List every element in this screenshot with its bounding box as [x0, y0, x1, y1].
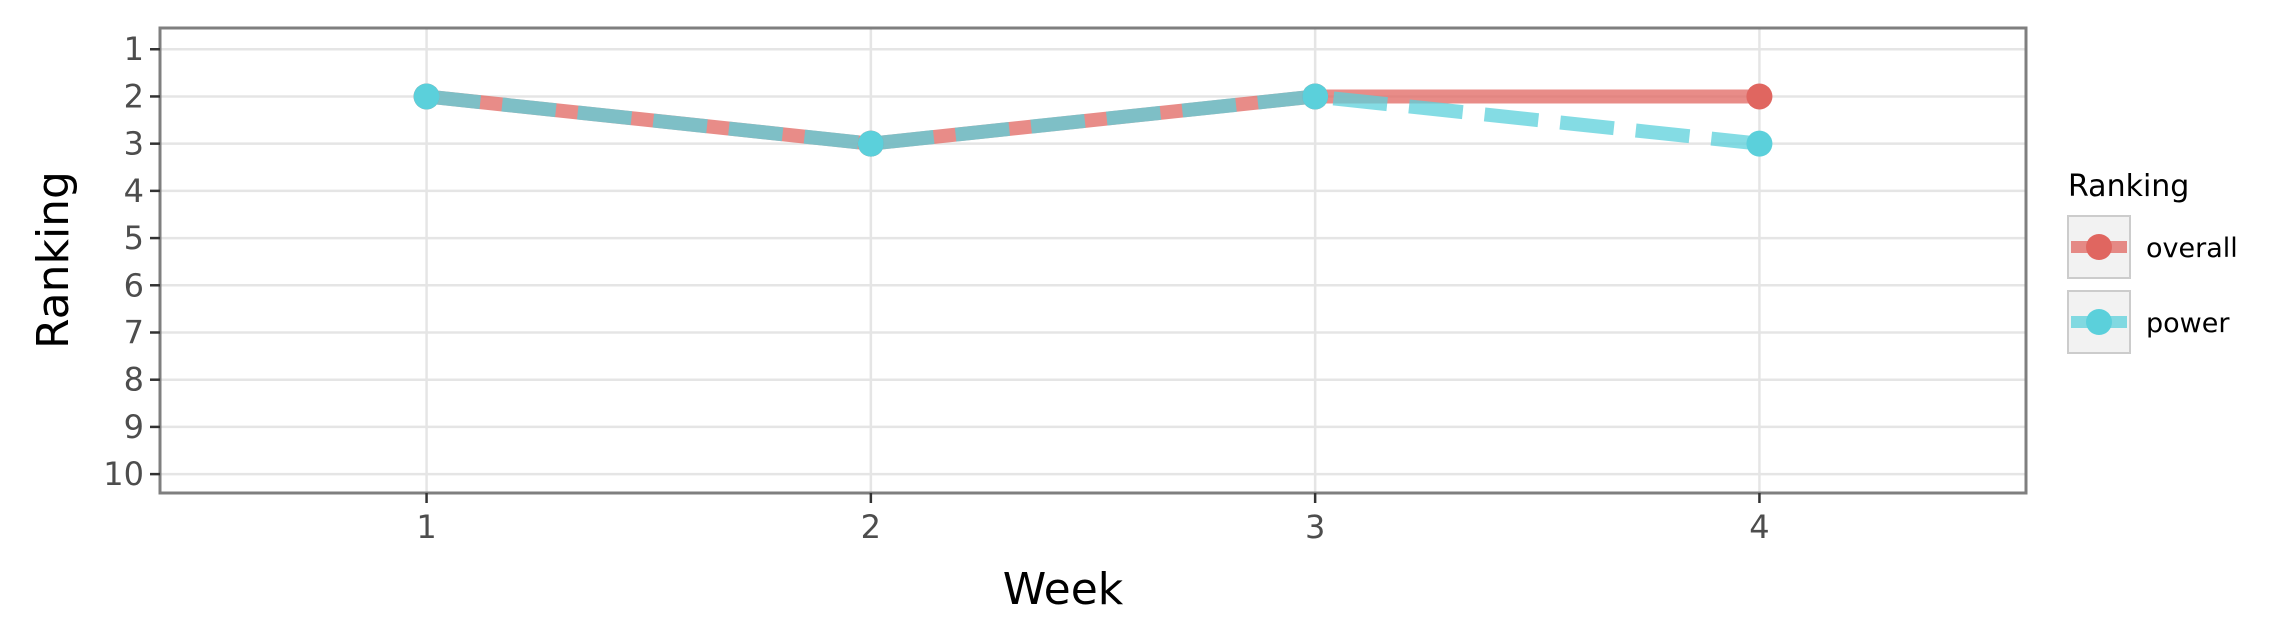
series-line-overall [425, 89, 1760, 151]
y-tick-label: 9 [124, 408, 144, 446]
legend-items: overall power [2067, 215, 2238, 354]
legend-label-power: power [2146, 308, 2230, 339]
y-tick-label: 6 [124, 266, 144, 304]
series-line-power [425, 89, 1761, 151]
y-tick-label: 1 [124, 30, 144, 68]
data-point-power [1746, 130, 1773, 157]
legend-key-point-power [2086, 309, 2112, 335]
data-point-overall [1746, 83, 1773, 110]
y-axis-title: Ranking [28, 171, 79, 349]
y-tick-label: 5 [124, 219, 144, 257]
legend: Ranking overall power [2067, 169, 2238, 354]
legend-label-overall: overall [2146, 233, 2238, 264]
x-tick-label: 1 [416, 508, 436, 546]
y-tick-label: 7 [124, 313, 144, 351]
axis-ticks: 1 2 3 4 1 2 3 4 5 6 7 8 9 10 [103, 30, 1769, 546]
data-point-power [857, 130, 884, 157]
x-tick-label: 3 [1305, 508, 1325, 546]
x-axis-title: Week [1003, 564, 1124, 615]
y-tick-label: 4 [124, 172, 144, 210]
data-point-power [1302, 83, 1329, 110]
y-tick-label: 2 [124, 77, 144, 115]
series-layer [413, 83, 1773, 157]
panel-border [158, 26, 2028, 495]
y-tick-label: 8 [124, 361, 144, 399]
y-tick-label: 3 [124, 125, 144, 163]
legend-title: Ranking [2068, 169, 2189, 204]
x-tick-label: 4 [1749, 508, 1769, 546]
legend-key-point-overall [2086, 234, 2112, 260]
x-tick-label: 2 [861, 508, 881, 546]
data-point-power [413, 83, 440, 110]
y-tick-label: 10 [103, 455, 144, 493]
